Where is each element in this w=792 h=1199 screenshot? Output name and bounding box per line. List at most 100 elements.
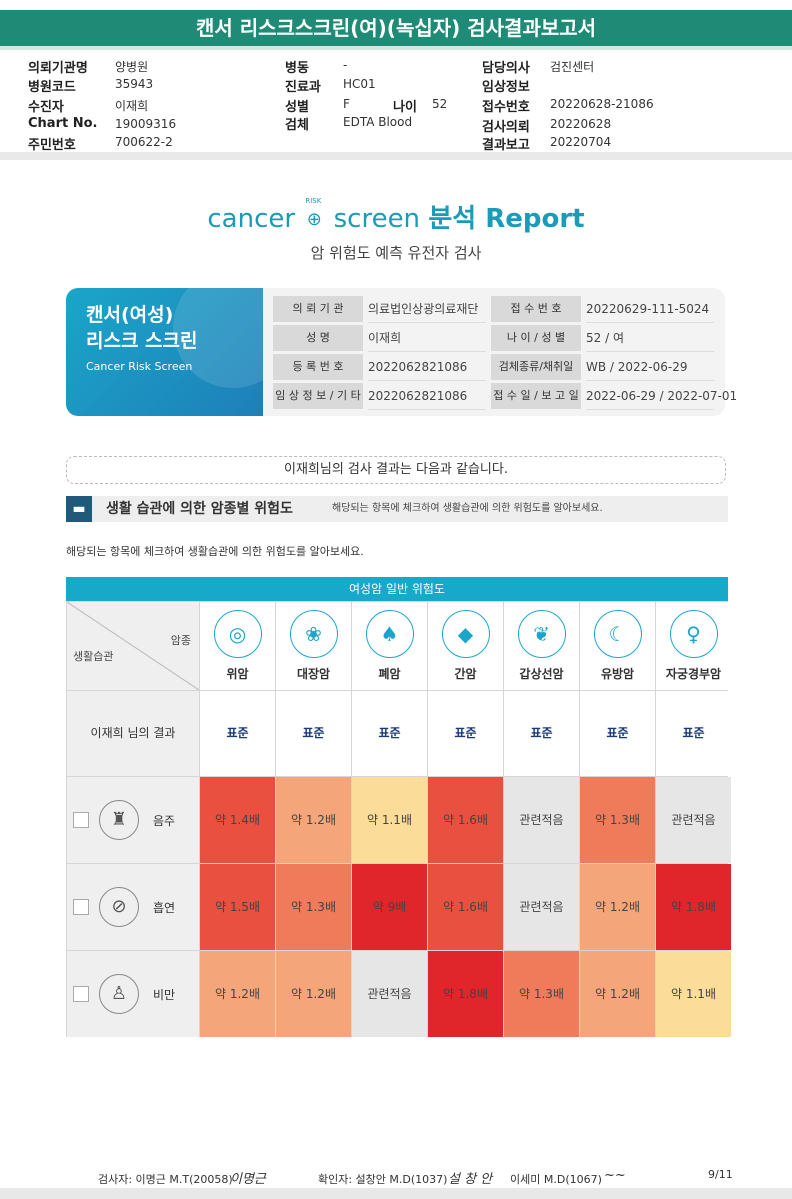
- report-title: 캔서 리스크스크린(여)(녹십자) 검사결과보고서: [0, 10, 792, 46]
- cancer-header: ☾ 유방암: [580, 602, 655, 690]
- meta-key: Chart No.: [28, 116, 98, 131]
- meta-key: 병동: [285, 61, 309, 76]
- risk-cell: 약 1.4배: [200, 777, 275, 863]
- risk-icon: ⊕ RISK: [305, 197, 322, 230]
- second-confirmer: 이세미 M.D(1067): [510, 1173, 602, 1186]
- info-label: 성 명: [273, 325, 363, 351]
- logo-suffix: 분석 Report: [428, 204, 585, 234]
- badge-title: 캔서(여성) 리스크 스크린: [86, 302, 198, 354]
- second-signature: ~~: [604, 1168, 626, 1183]
- result-cell: 표준: [580, 691, 655, 776]
- cancer-name: 폐암: [378, 667, 401, 681]
- meta-value: HC01: [343, 77, 376, 91]
- risk-cell: 관련적음: [656, 777, 731, 863]
- info-label: 나 이 / 성 별: [491, 325, 581, 351]
- title-underline: [0, 46, 792, 50]
- obesity-icon: ♙: [99, 974, 139, 1014]
- meta-value: -: [343, 58, 348, 72]
- meta-key: 주민번호: [28, 138, 76, 153]
- examiner-signature: 이명근: [230, 1172, 266, 1187]
- meta-value: 검진센터: [550, 60, 595, 74]
- cancer-header: ♀ 자궁경부암: [656, 602, 731, 690]
- risk-cell: 관련적음: [504, 864, 579, 950]
- cancer-header: ♠ 폐암: [352, 602, 427, 690]
- meta-value: 20220704: [550, 135, 612, 149]
- liver-icon: ◆: [441, 610, 490, 658]
- smoking-icon: ⊘: [99, 887, 139, 927]
- habit-checkbox[interactable]: [73, 899, 89, 915]
- info-value: 20220629-111-5024: [586, 296, 714, 323]
- risk-cell: 약 1.3배: [276, 864, 351, 950]
- habit-row-label: ⊘ 흡연: [67, 864, 199, 950]
- cancer-screen-logo: cancer ⊕ RISK screen 분석 Report: [0, 197, 792, 235]
- badge-english: Cancer Risk Screen: [86, 360, 193, 373]
- cancer-header: ❀ 대장암: [276, 602, 351, 690]
- logo-risk: RISK: [305, 197, 322, 205]
- habit-checkbox[interactable]: [73, 812, 89, 828]
- cancer-name: 유방암: [600, 667, 635, 681]
- cancer-header: ◎ 위암: [200, 602, 275, 690]
- meta-key: 나이: [393, 100, 417, 115]
- meta-key: 의뢰기관명: [28, 61, 88, 76]
- cancer-header: ❦ 갑상선암: [504, 602, 579, 690]
- risk-cell: 약 1.5배: [200, 864, 275, 950]
- logo-screen: screen: [333, 204, 421, 234]
- risk-cell: 약 1.3배: [580, 777, 655, 863]
- patient-info-table: 의 뢰 기 관 의료법인상광의료재단 접 수 번 호 20220629-111-502…: [263, 288, 737, 416]
- habit-name: 비만: [153, 988, 176, 1002]
- result-cell: 표준: [504, 691, 579, 776]
- habit-row-label: ♙ 비만: [67, 951, 199, 1037]
- subtitle: 암 위험도 예측 유전자 검사: [310, 244, 482, 262]
- meta-value: 이재희: [115, 99, 149, 113]
- habit-checkbox[interactable]: [73, 986, 89, 1002]
- cancer-name: 갑상선암: [519, 667, 564, 681]
- meta-key: 진료과: [285, 80, 321, 95]
- risk-cell: 약 1.6배: [428, 777, 503, 863]
- stomach-icon: ◎: [213, 610, 262, 658]
- info-label: 접 수 번 호: [491, 296, 581, 322]
- table-header: 여성암 일반 위험도: [66, 577, 728, 601]
- logo-cancer: cancer: [207, 204, 296, 234]
- section-note: 해당되는 항목에 체크하여 생활습관에 의한 위험도를 알아보세요.: [332, 503, 603, 514]
- risk-cell: 관련적음: [504, 777, 579, 863]
- result-notice: 이재희님의 검사 결과는 다음과 같습니다.: [66, 456, 726, 484]
- uterus-icon: ♀: [669, 610, 718, 658]
- info-label: 등 록 번 호: [273, 354, 363, 380]
- thyroid-icon: ❦: [517, 610, 566, 658]
- meta-key: 검사의뢰: [482, 120, 530, 135]
- risk-cell: 약 1.2배: [276, 951, 351, 1037]
- risk-cell: 약 9배: [352, 864, 427, 950]
- meta-key: 성별: [285, 100, 309, 115]
- section-bar: ▬ 생활 습관에 의한 암종별 위험도 해당되는 항목에 체크하여 생활습관에 …: [66, 496, 728, 522]
- cancer-name: 위암: [226, 667, 249, 681]
- risk-cell: 약 1.8배: [428, 951, 503, 1037]
- examiner: 검사자: 이명근 M.T(20058): [98, 1173, 233, 1186]
- info-value: 2022-06-29 / 2022-07-01: [586, 383, 737, 410]
- cancer-header: ◆ 간암: [428, 602, 503, 690]
- meta-value: 52: [432, 97, 448, 111]
- intro-text: 해당되는 항목에 체크하여 생활습관에 의한 위험도를 알아보세요.: [66, 545, 364, 558]
- meta-key: 병원코드: [28, 80, 76, 95]
- info-value: 의료법인상광의료재단: [368, 296, 486, 323]
- corner-habit-label: 생활습관: [73, 650, 114, 663]
- badge-line1: 캔서(여성): [86, 304, 174, 326]
- meta-key: 접수번호: [482, 100, 530, 115]
- meta-value: 35943: [115, 77, 154, 91]
- habit-row-label: ♜ 음주: [67, 777, 199, 863]
- meta-value: EDTA Blood: [343, 115, 413, 129]
- breast-icon: ☾: [593, 610, 642, 658]
- info-value: 2022062821086: [368, 383, 486, 410]
- risk-table: 암종 생활습관 ◎ 위암 ❀ 대장암 ♠ 폐암 ◆ 간암 ❦ 갑상선암 ☾ 유방암 ♀ 자궁경부암 이재희 님의…: [66, 601, 731, 1037]
- intestine-icon: ❀: [289, 610, 338, 658]
- meta-value: 700622-2: [115, 135, 173, 149]
- habit-name: 음주: [153, 814, 176, 828]
- confirmer: 확인자: 설창안 M.D(1037): [318, 1173, 448, 1186]
- result-cell: 표준: [276, 691, 351, 776]
- table-corner: 암종 생활습관: [67, 602, 199, 690]
- confirmer-signature: 설 창 안: [448, 1172, 493, 1187]
- result-cell: 표준: [656, 691, 731, 776]
- info-label: 검체종류/채취일: [491, 354, 581, 380]
- bed-icon: ▬: [66, 496, 92, 522]
- cancer-name: 대장암: [296, 667, 331, 681]
- result-cell: 표준: [200, 691, 275, 776]
